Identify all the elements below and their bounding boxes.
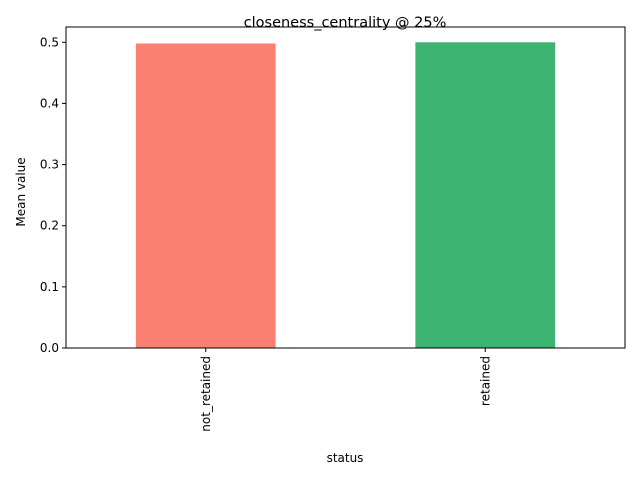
x-tick-label: retained [478,356,492,406]
x-axis-ticks: not_retained retained [199,348,492,432]
bar-not-retained [135,43,276,348]
x-axis-label: status [327,451,364,465]
bars-group [135,42,556,349]
y-axis-ticks: 0.0 0.1 0.2 0.3 0.4 0.5 [40,35,66,355]
axes-frame [65,26,626,349]
y-tick-label: 0.1 [40,280,59,294]
bar-retained [415,42,556,349]
y-tick-label: 0.2 [40,219,59,233]
y-tick-label: 0.5 [40,35,59,49]
y-axis-label: Mean value [14,157,28,226]
y-tick-label: 0.3 [40,158,59,172]
y-tick-label: 0.0 [40,341,59,355]
y-tick-label: 0.4 [40,96,59,110]
x-tick-label: not_retained [199,356,213,432]
chart-title: closeness_centrality @ 25% [244,15,447,31]
